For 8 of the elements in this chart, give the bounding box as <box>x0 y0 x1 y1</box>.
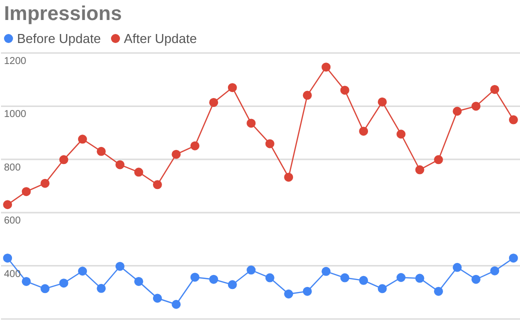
y-tick-label: 800 <box>4 162 22 174</box>
y-tick-label: 1000 <box>4 109 27 120</box>
y-tick-label: 400 <box>4 268 22 280</box>
legend-label: After Update <box>124 31 197 46</box>
y-tick-label: 1200 <box>4 56 27 67</box>
y-tick-label: 600 <box>4 216 22 227</box>
chart-title: Impressions <box>4 3 122 26</box>
legend-label: Before Update <box>17 31 101 46</box>
